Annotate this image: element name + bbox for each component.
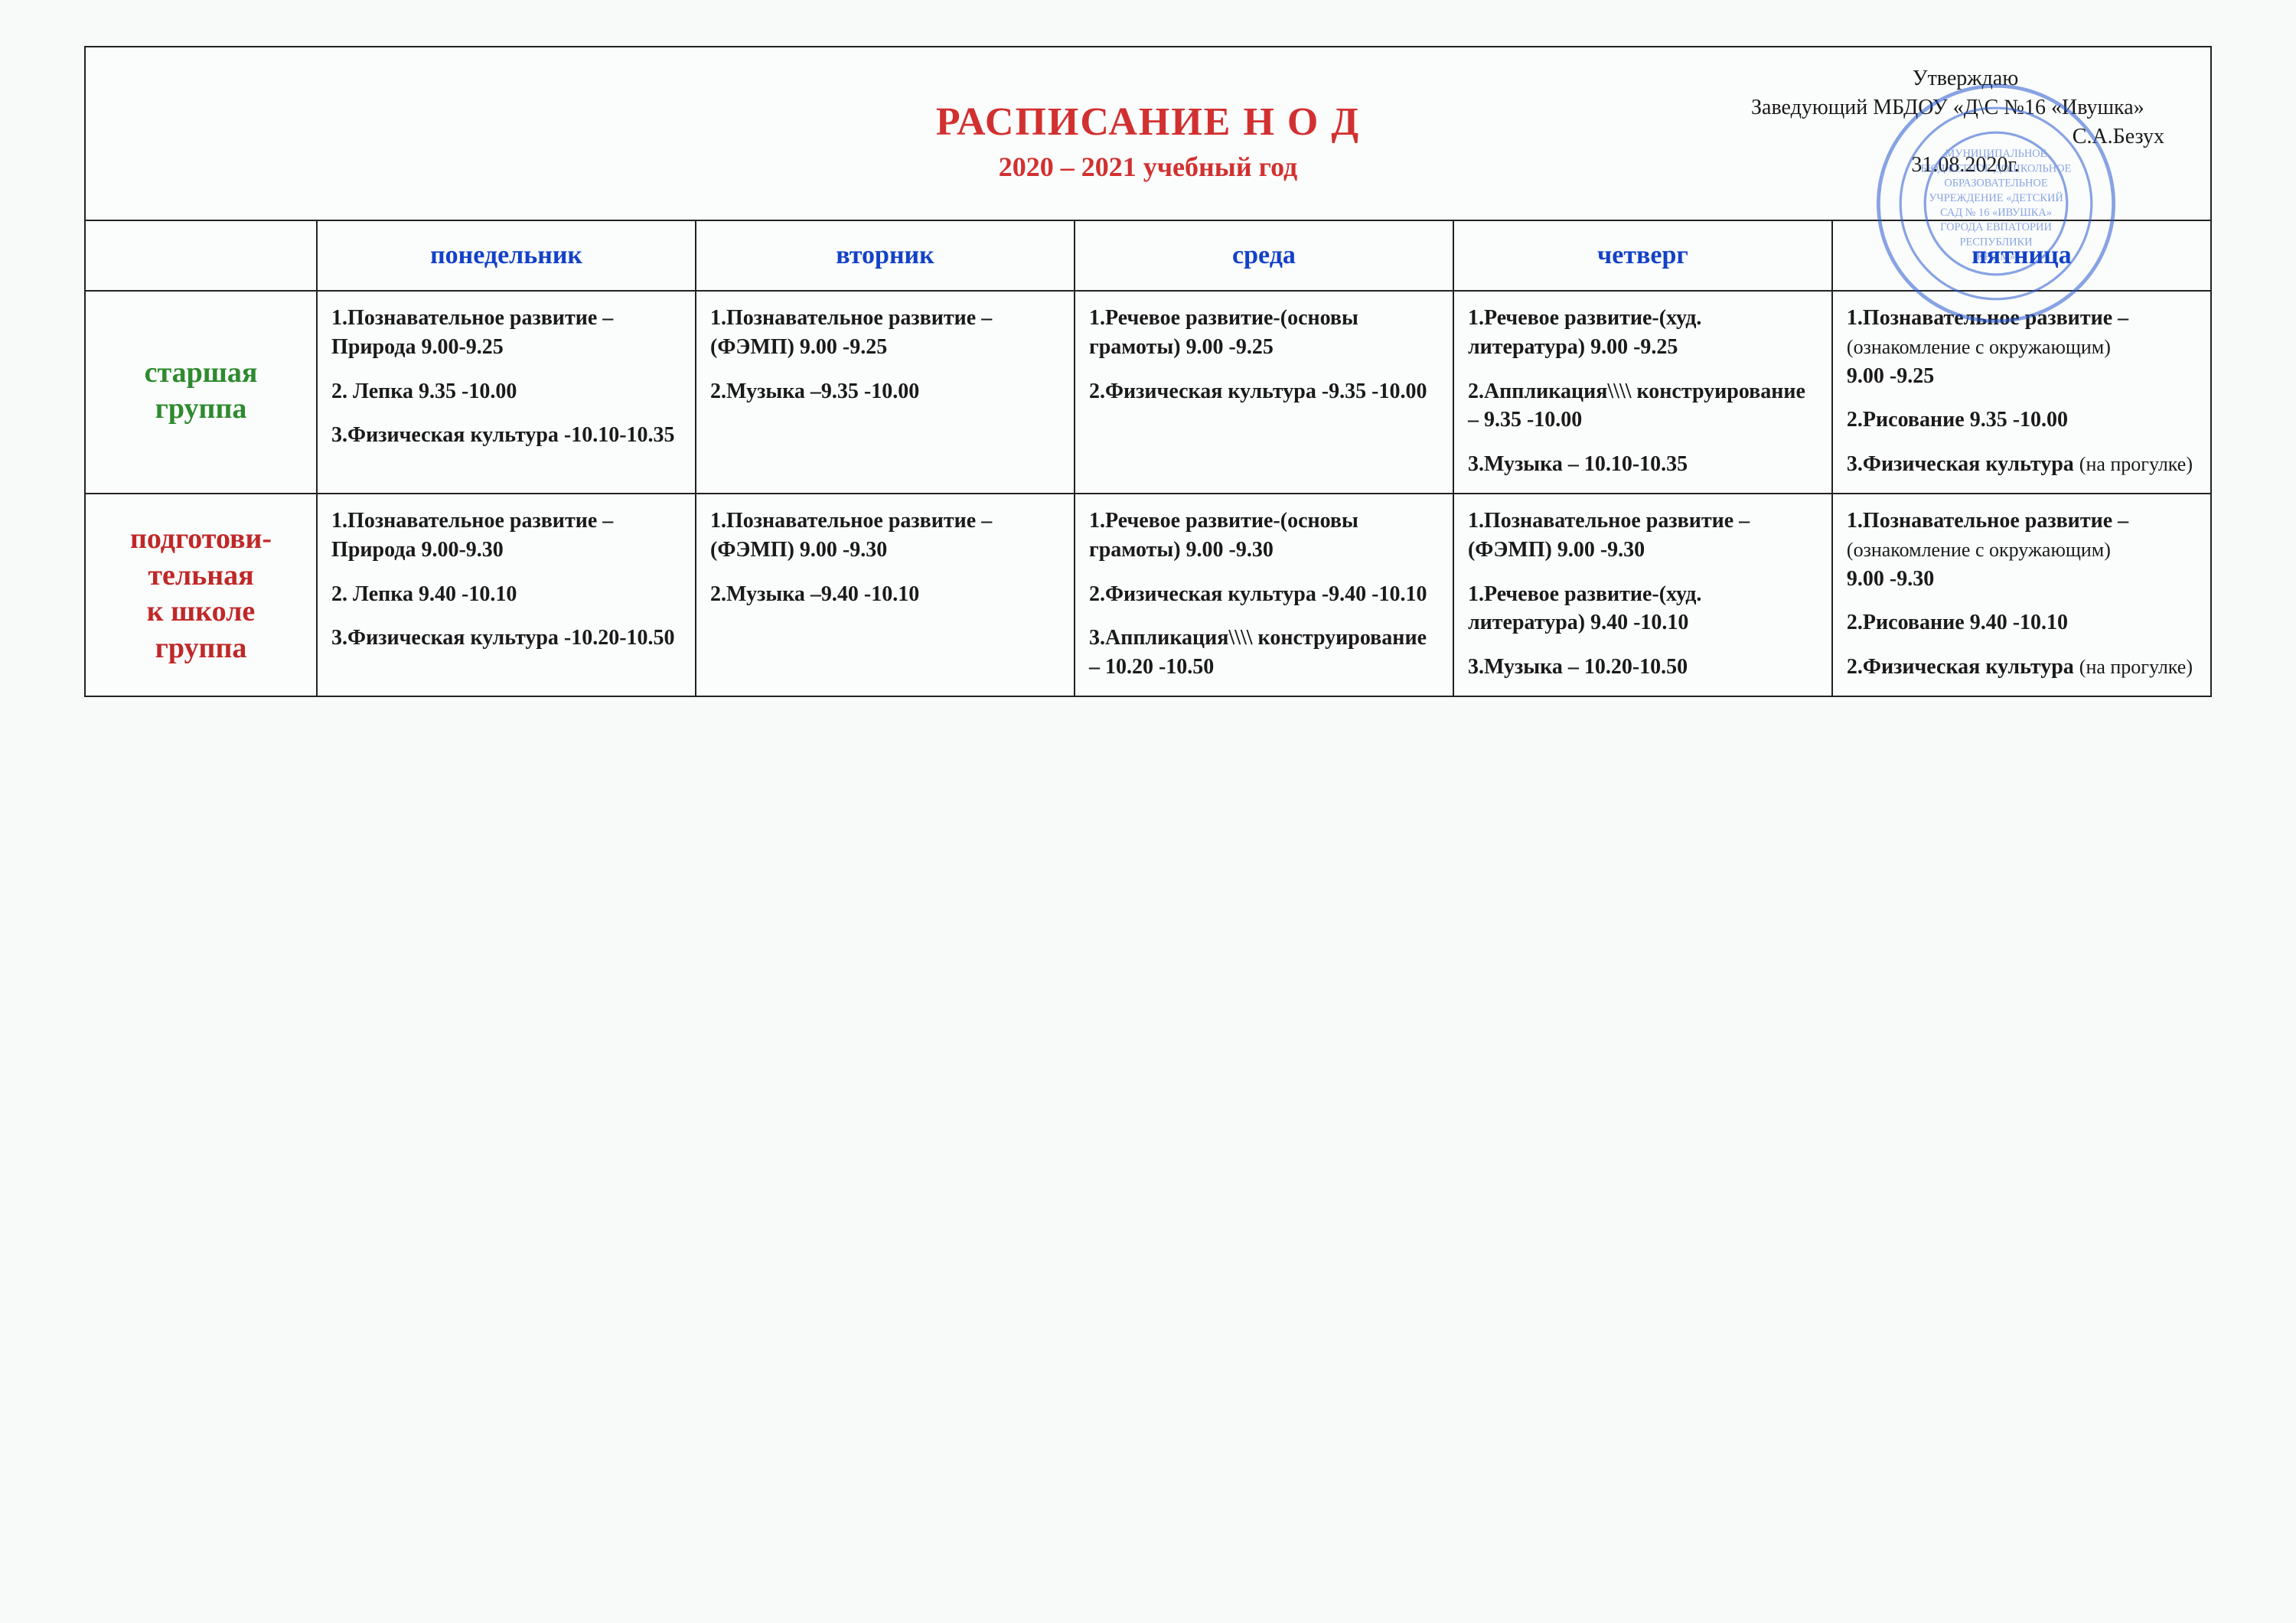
senior-fri-1-time: 9.00 -9.25 xyxy=(1847,364,1934,388)
group-senior-l1: старшая xyxy=(99,355,302,392)
schedule-table: Утверждаю Заведующий МБДОУ «Д\С №16 «Иву… xyxy=(84,46,2212,697)
day-wed: среда xyxy=(1075,220,1453,291)
senior-thu-3: 3.Музыка – 10.10-10.35 xyxy=(1468,450,1818,479)
senior-wed-1: 1.Речевое развитие-(основы грамоты) 9.00… xyxy=(1089,304,1439,362)
group-senior-label: старшая группа xyxy=(85,291,317,494)
senior-mon: 1.Познавательное развитие – Природа 9.00… xyxy=(317,291,696,494)
senior-fri-2: 2.Рисование 9.35 -10.00 xyxy=(1847,406,2197,435)
prep-wed-2: 2.Физическая культура -9.40 -10.10 xyxy=(1089,580,1439,609)
corner-cell xyxy=(85,220,317,291)
senior-mon-2: 2. Лепка 9.35 -10.00 xyxy=(331,377,681,406)
title-cell: Утверждаю Заведующий МБДОУ «Д\С №16 «Иву… xyxy=(85,47,2211,220)
day-mon: понедельник xyxy=(317,220,696,291)
group-prep-l2: тельная xyxy=(99,558,302,595)
schedule-sheet: Утверждаю Заведующий МБДОУ «Д\С №16 «Иву… xyxy=(84,46,2212,697)
prep-thu-2: 1.Речевое развитие-(худ. литература) 9.4… xyxy=(1468,580,1818,638)
senior-thu: 1.Речевое развитие-(худ. литература) 9.0… xyxy=(1453,291,1832,494)
senior-wed-2: 2.Физическая культура -9.35 -10.00 xyxy=(1089,377,1439,406)
prep-tue-2: 2.Музыка –9.40 -10.10 xyxy=(710,580,1060,609)
stamp-icon: МУНИЦИПАЛЬНОЕ БЮДЖЕТНОЕ ДОШКОЛЬНОЕ ОБРАЗ… xyxy=(1874,81,2118,326)
svg-text:САД № 16 «ИВУШКА»: САД № 16 «ИВУШКА» xyxy=(1940,207,2052,219)
senior-wed: 1.Речевое развитие-(основы грамоты) 9.00… xyxy=(1075,291,1453,494)
prep-fri-3b: (на прогулке) xyxy=(2079,656,2193,678)
senior-tue-1: 1.Познавательное развитие – (ФЭМП) 9.00 … xyxy=(710,304,1060,362)
senior-thu-2: 2.Аппликация\\\\ конструирование – 9.35 … xyxy=(1468,377,1818,435)
svg-text:РЕСПУБЛИКИ: РЕСПУБЛИКИ xyxy=(1959,236,2032,248)
prep-mon-2: 2. Лепка 9.40 -10.10 xyxy=(331,580,681,609)
group-prep-l3: к школе xyxy=(99,594,302,631)
prep-fri-1-time: 9.00 -9.30 xyxy=(1847,567,1934,591)
prep-wed: 1.Речевое развитие-(основы грамоты) 9.00… xyxy=(1075,494,1453,696)
prep-tue: 1.Познавательное развитие – (ФЭМП) 9.00 … xyxy=(696,494,1075,696)
group-senior-l2: группа xyxy=(99,391,302,428)
svg-text:БЮДЖЕТНОЕ ДОШКОЛЬНОЕ: БЮДЖЕТНОЕ ДОШКОЛЬНОЕ xyxy=(1921,162,2072,174)
prep-thu-3: 3.Музыка – 10.20-10.50 xyxy=(1468,653,1818,682)
prep-fri-3a: 2.Физическая культура xyxy=(1847,655,2074,679)
senior-thu-1: 1.Речевое развитие-(худ. литература) 9.0… xyxy=(1468,304,1818,362)
prep-fri-1: 1.Познавательное развитие – xyxy=(1847,509,2128,533)
svg-text:УЧРЕЖДЕНИЕ «ДЕТСКИЙ: УЧРЕЖДЕНИЕ «ДЕТСКИЙ xyxy=(1929,191,2063,204)
senior-mon-3: 3.Физическая культура -10.10-10.35 xyxy=(331,421,681,450)
svg-text:МУНИЦИПАЛЬНОЕ: МУНИЦИПАЛЬНОЕ xyxy=(1945,148,2047,160)
svg-text:ОБРАЗОВАТЕЛЬНОЕ: ОБРАЗОВАТЕЛЬНОЕ xyxy=(1944,178,2047,190)
prep-fri: 1.Познавательное развитие – (ознакомлени… xyxy=(1832,494,2211,696)
prep-mon-3: 3.Физическая культура -10.20-10.50 xyxy=(331,624,681,653)
prep-thu-1: 1.Познавательное развитие – (ФЭМП) 9.00 … xyxy=(1468,507,1818,565)
prep-thu: 1.Познавательное развитие – (ФЭМП) 9.00 … xyxy=(1453,494,1832,696)
prep-wed-3: 3.Аппликация\\\\ конструирование – 10.20… xyxy=(1089,624,1439,682)
svg-text:КРЫМ»: КРЫМ» xyxy=(1977,251,2015,263)
senior-fri-3b: (на прогулке) xyxy=(2079,453,2193,475)
svg-text:ГОРОДА ЕВПАТОРИИ: ГОРОДА ЕВПАТОРИИ xyxy=(1940,221,2052,233)
senior-tue-2: 2.Музыка –9.35 -10.00 xyxy=(710,377,1060,406)
senior-mon-1: 1.Познавательное развитие – Природа 9.00… xyxy=(331,304,681,362)
prep-tue-1: 1.Познавательное развитие – (ФЭМП) 9.00 … xyxy=(710,507,1060,565)
prep-wed-1: 1.Речевое развитие-(основы грамоты) 9.00… xyxy=(1089,507,1439,565)
group-prep-l4: группа xyxy=(99,631,302,667)
senior-tue: 1.Познавательное развитие – (ФЭМП) 9.00 … xyxy=(696,291,1075,494)
group-prep-label: подготови- тельная к школе группа xyxy=(85,494,317,696)
prep-mon-1: 1.Познавательное развитие – Природа 9.00… xyxy=(331,507,681,565)
day-thu: четверг xyxy=(1453,220,1832,291)
day-tue: вторник xyxy=(696,220,1075,291)
group-prep-l1: подготови- xyxy=(99,521,302,558)
prep-mon: 1.Познавательное развитие – Природа 9.00… xyxy=(317,494,696,696)
prep-fri-1-note: (ознакомление с окружающим) xyxy=(1847,539,2111,561)
prep-fri-2: 2.Рисование 9.40 -10.10 xyxy=(1847,608,2197,637)
senior-fri-1-note: (ознакомление с окружающим) xyxy=(1847,336,2111,358)
senior-fri-3a: 3.Физическая культура xyxy=(1847,452,2074,476)
